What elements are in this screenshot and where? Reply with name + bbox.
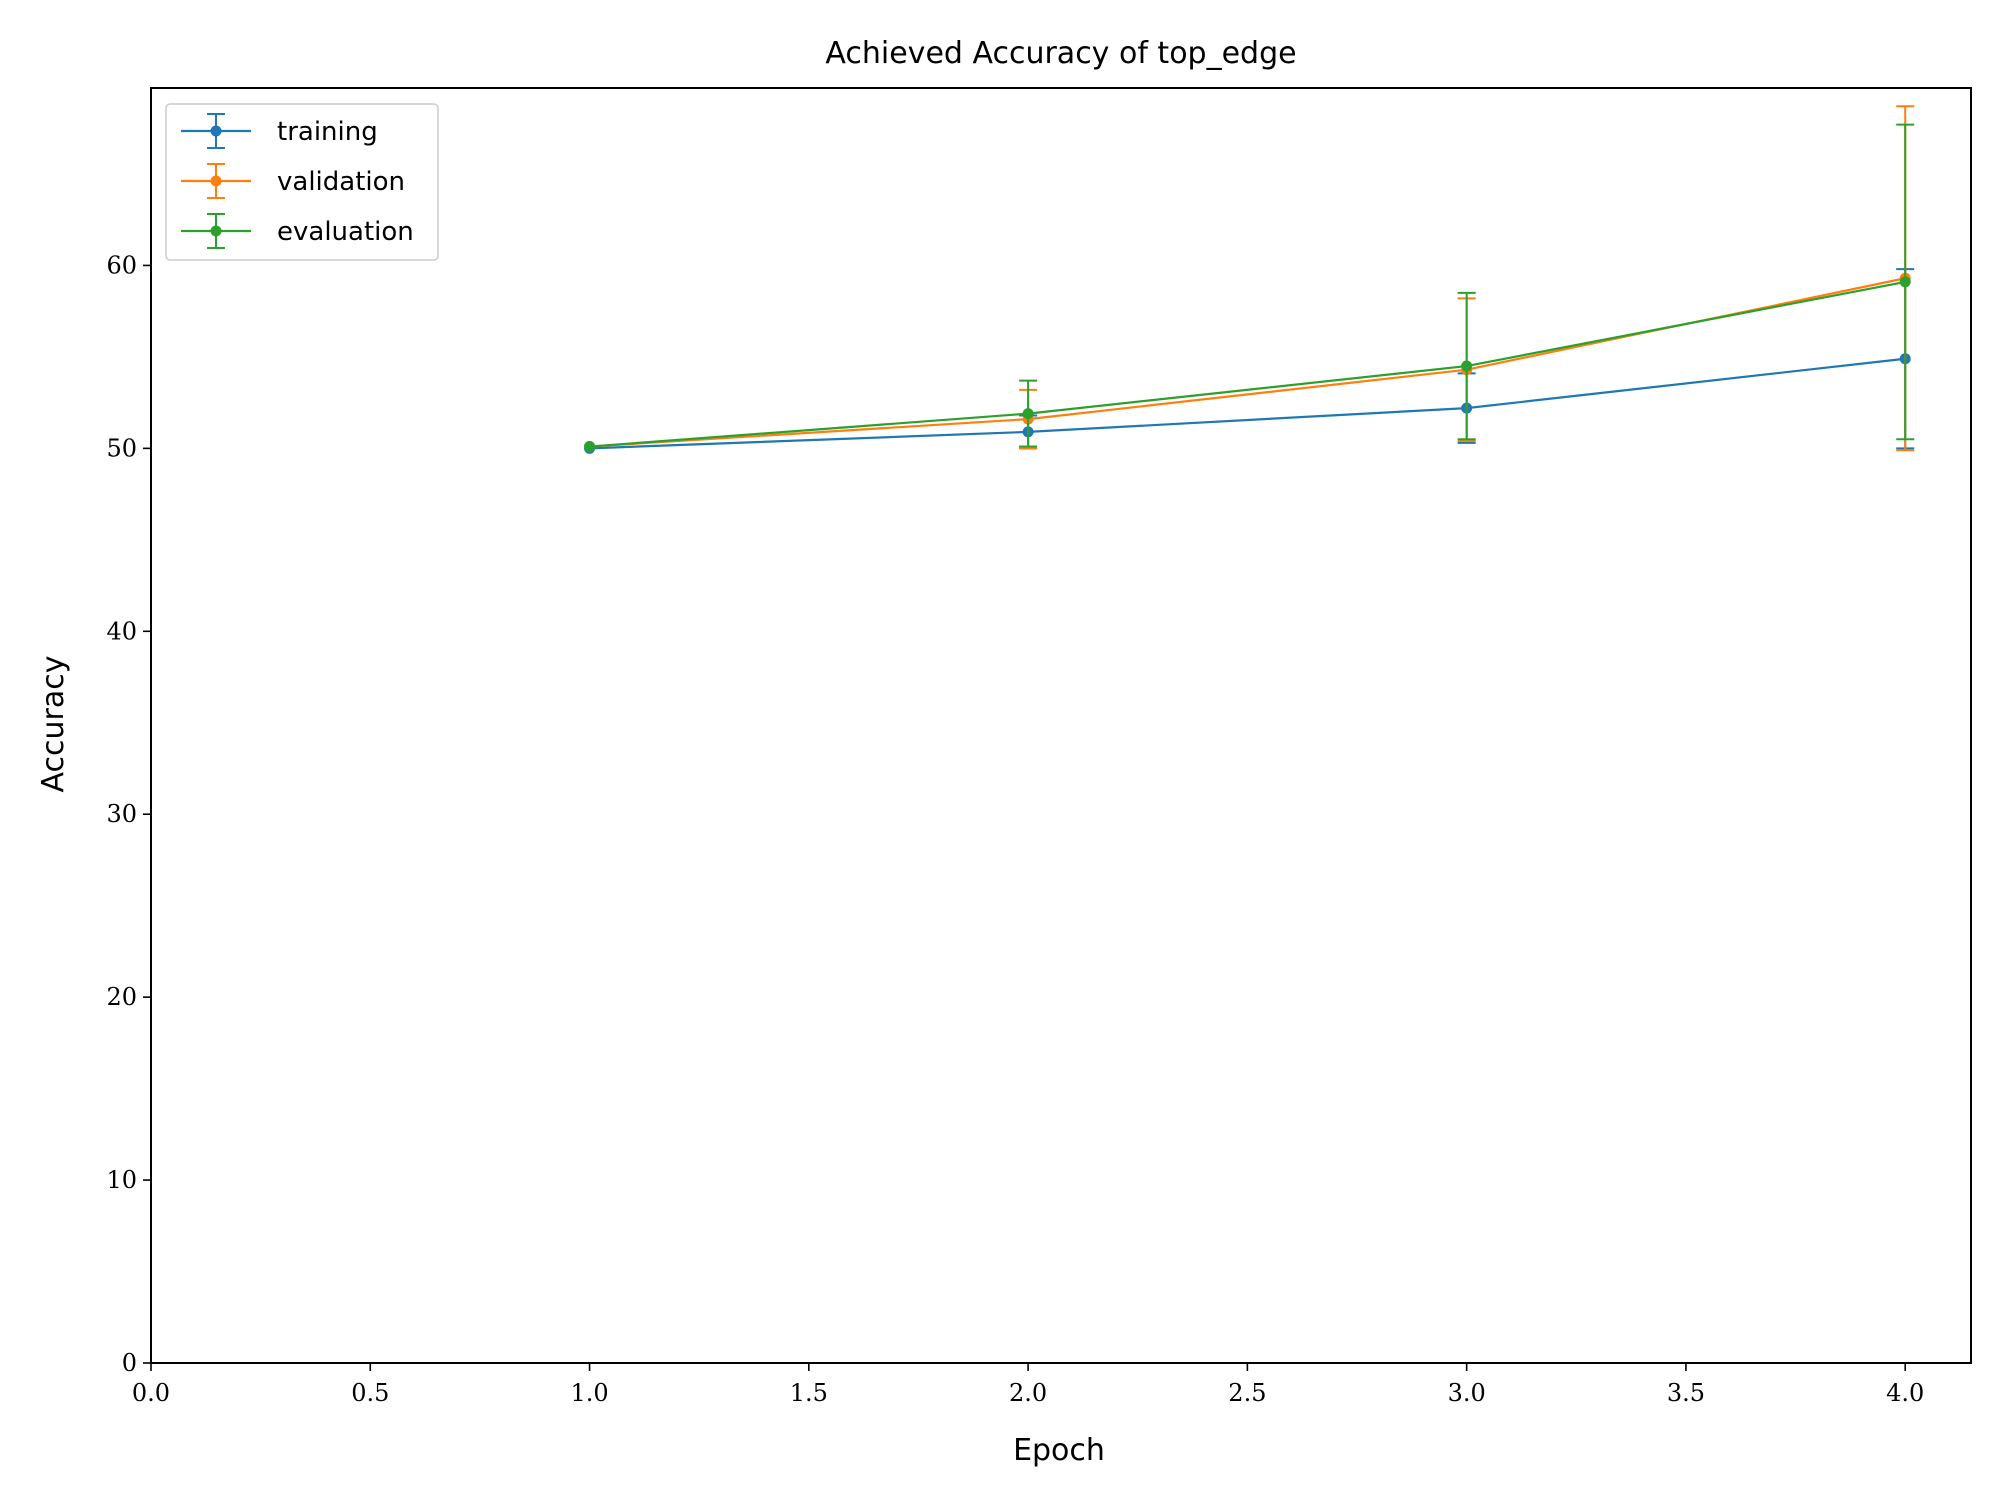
x-tick-label: 0.5 (351, 1379, 389, 1407)
y-tick-label: 60 (106, 251, 137, 279)
plot-frame (150, 87, 1972, 1364)
legend-label: training (277, 117, 378, 147)
evaluation-point (584, 441, 596, 453)
x-tick-label: 0.0 (132, 1379, 170, 1407)
legend-item-training: training (181, 113, 378, 149)
legend-marker (210, 125, 222, 137)
y-tick-label: 40 (106, 617, 137, 645)
axis-ticks: 0.0 0.5 1.0 1.5 2.0 2.5 3.0 3.5 4.0 0 10 20 30 40 50 60 (106, 251, 1924, 1407)
legend-item-evaluation: evaluation (181, 213, 414, 249)
legend-marker (210, 225, 222, 237)
evaluation-point (1022, 408, 1034, 420)
legend-item-validation: validation (181, 163, 405, 199)
x-tick-label: 2.5 (1228, 1379, 1266, 1407)
x-tick-label: 4.0 (1886, 1379, 1924, 1407)
series-evaluation (584, 123, 1915, 453)
legend-marker (210, 175, 222, 187)
x-tick-label: 2.0 (1009, 1379, 1047, 1407)
x-tick-label: 3.5 (1667, 1379, 1705, 1407)
x-tick-label: 1.5 (790, 1379, 828, 1407)
evaluation-line (589, 280, 1906, 448)
evaluation-point (1899, 276, 1911, 288)
legend: training validation evaluation (165, 103, 439, 261)
y-axis-label: Accuracy (36, 656, 71, 793)
y-tick-label: 50 (106, 434, 137, 462)
x-axis-label: Epoch (1013, 1433, 1105, 1468)
training-line (589, 357, 1906, 450)
legend-box (165, 103, 439, 261)
y-tick-label: 0 (122, 1349, 137, 1377)
y-tick-label: 20 (106, 983, 137, 1011)
plot-series (584, 105, 1915, 454)
x-tick-label: 1.0 (570, 1379, 608, 1407)
y-tick-label: 10 (106, 1166, 137, 1194)
legend-label: validation (277, 167, 405, 197)
x-tick-label: 3.0 (1448, 1379, 1486, 1407)
y-tick-label: 30 (106, 800, 137, 828)
evaluation-point (1461, 360, 1473, 372)
chart-title: Achieved Accuracy of top_edge (825, 36, 1296, 71)
legend-label: evaluation (277, 217, 414, 247)
